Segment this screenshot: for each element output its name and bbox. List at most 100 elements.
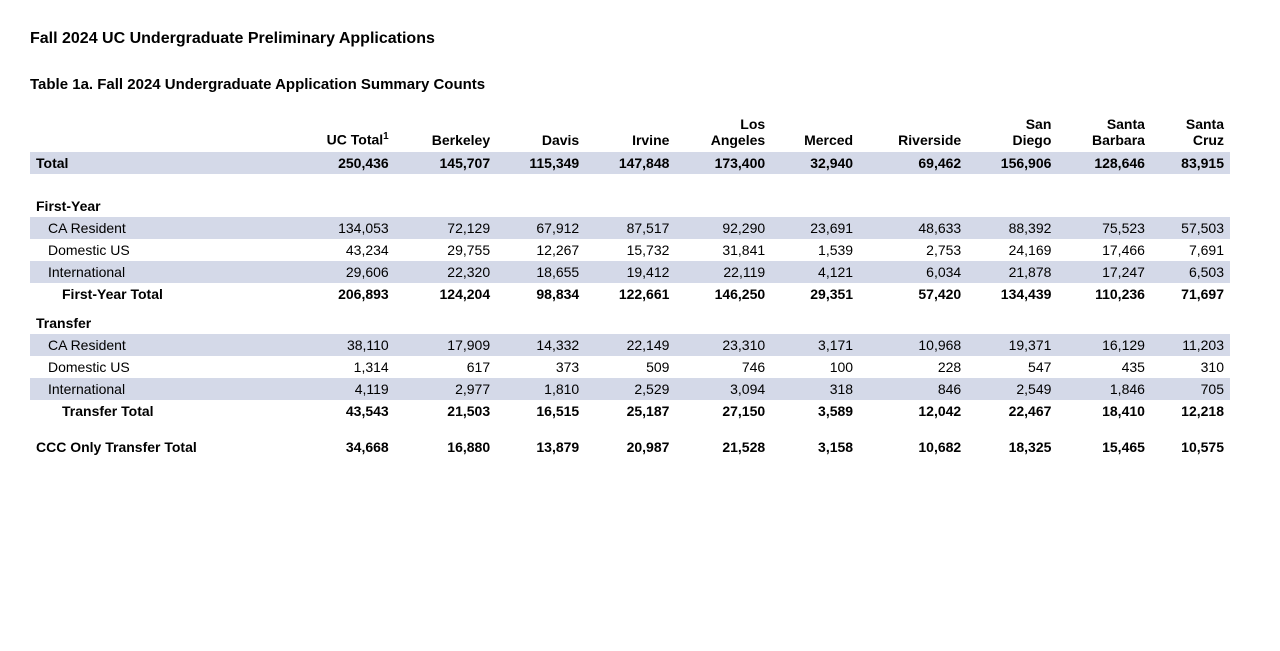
cell: 124,204 xyxy=(395,283,496,305)
cell: 11,203 xyxy=(1151,334,1230,356)
cell: 92,290 xyxy=(675,217,771,239)
col-san-diego: SanDiego xyxy=(967,113,1057,152)
cell: 1,539 xyxy=(771,239,859,261)
cell: 147,848 xyxy=(585,152,675,174)
cell: 373 xyxy=(496,356,585,378)
cell: 88,392 xyxy=(967,217,1057,239)
row-fy-dom: Domestic US 43,234 29,755 12,267 15,732 … xyxy=(30,239,1230,261)
cell: 16,515 xyxy=(496,400,585,422)
row-tr-total: Transfer Total 43,543 21,503 16,515 25,1… xyxy=(30,400,1230,422)
cell: 228 xyxy=(859,356,967,378)
cell: 206,893 xyxy=(288,283,395,305)
cell: 6,034 xyxy=(859,261,967,283)
col-riverside: Riverside xyxy=(859,113,967,152)
cell: 310 xyxy=(1151,356,1230,378)
cell: 2,753 xyxy=(859,239,967,261)
cell: 67,912 xyxy=(496,217,585,239)
row-fy-ca: CA Resident 134,053 72,129 67,912 87,517… xyxy=(30,217,1230,239)
row-transfer-header: Transfer xyxy=(30,305,1230,334)
cell: 43,543 xyxy=(288,400,395,422)
col-berkeley: Berkeley xyxy=(395,113,496,152)
row-fy-total: First-Year Total 206,893 124,204 98,834 … xyxy=(30,283,1230,305)
cell: 846 xyxy=(859,378,967,400)
cell: 547 xyxy=(967,356,1057,378)
row-total: Total 250,436 145,707 115,349 147,848 17… xyxy=(30,152,1230,174)
cell: 134,053 xyxy=(288,217,395,239)
cell: 7,691 xyxy=(1151,239,1230,261)
footnote-marker: 1 xyxy=(383,131,389,142)
cell: 23,310 xyxy=(675,334,771,356)
cell: 3,589 xyxy=(771,400,859,422)
cell: 17,466 xyxy=(1057,239,1151,261)
cell: 1,810 xyxy=(496,378,585,400)
cell: 23,691 xyxy=(771,217,859,239)
cell: 19,412 xyxy=(585,261,675,283)
cell: 57,420 xyxy=(859,283,967,305)
cell: 100 xyxy=(771,356,859,378)
cell: 15,465 xyxy=(1057,436,1151,458)
cell: 83,915 xyxy=(1151,152,1230,174)
section-label: First-Year xyxy=(30,188,288,217)
col-davis: Davis xyxy=(496,113,585,152)
cell: 173,400 xyxy=(675,152,771,174)
cell: 6,503 xyxy=(1151,261,1230,283)
cell: 617 xyxy=(395,356,496,378)
row-label: CCC Only Transfer Total xyxy=(30,436,288,458)
cell: 18,325 xyxy=(967,436,1057,458)
cell: 43,234 xyxy=(288,239,395,261)
cell: 509 xyxy=(585,356,675,378)
table-title: Table 1a. Fall 2024 Undergraduate Applic… xyxy=(30,76,1250,93)
cell: 12,042 xyxy=(859,400,967,422)
cell: 146,250 xyxy=(675,283,771,305)
cell: 75,523 xyxy=(1057,217,1151,239)
cell: 4,119 xyxy=(288,378,395,400)
row-tr-intl: International 4,119 2,977 1,810 2,529 3,… xyxy=(30,378,1230,400)
row-label: Total xyxy=(30,152,288,174)
row-label: Transfer Total xyxy=(30,400,288,422)
cell: 17,247 xyxy=(1057,261,1151,283)
cell: 16,880 xyxy=(395,436,496,458)
cell: 115,349 xyxy=(496,152,585,174)
row-label: CA Resident xyxy=(30,334,288,356)
row-label: International xyxy=(30,378,288,400)
cell: 122,661 xyxy=(585,283,675,305)
row-first-year-header: First-Year xyxy=(30,188,1230,217)
cell: 21,878 xyxy=(967,261,1057,283)
cell: 29,606 xyxy=(288,261,395,283)
cell: 16,129 xyxy=(1057,334,1151,356)
section-label: Transfer xyxy=(30,305,288,334)
cell: 318 xyxy=(771,378,859,400)
row-ccc-total: CCC Only Transfer Total 34,668 16,880 13… xyxy=(30,436,1230,458)
cell: 13,879 xyxy=(496,436,585,458)
cell: 4,121 xyxy=(771,261,859,283)
row-label: CA Resident xyxy=(30,217,288,239)
cell: 746 xyxy=(675,356,771,378)
col-los-angeles: LosAngeles xyxy=(675,113,771,152)
cell: 38,110 xyxy=(288,334,395,356)
cell: 17,909 xyxy=(395,334,496,356)
cell: 15,732 xyxy=(585,239,675,261)
cell: 19,371 xyxy=(967,334,1057,356)
col-irvine: Irvine xyxy=(585,113,675,152)
page-title: Fall 2024 UC Undergraduate Preliminary A… xyxy=(30,30,1250,48)
cell: 22,149 xyxy=(585,334,675,356)
cell: 57,503 xyxy=(1151,217,1230,239)
header-blank xyxy=(30,113,288,152)
cell: 71,697 xyxy=(1151,283,1230,305)
row-label: Domestic US xyxy=(30,239,288,261)
cell: 10,682 xyxy=(859,436,967,458)
cell: 29,351 xyxy=(771,283,859,305)
col-uc-total: UC Total1 xyxy=(288,113,395,152)
cell: 27,150 xyxy=(675,400,771,422)
cell: 14,332 xyxy=(496,334,585,356)
cell: 22,320 xyxy=(395,261,496,283)
cell: 12,218 xyxy=(1151,400,1230,422)
col-merced: Merced xyxy=(771,113,859,152)
cell: 10,575 xyxy=(1151,436,1230,458)
cell: 110,236 xyxy=(1057,283,1151,305)
cell: 24,169 xyxy=(967,239,1057,261)
row-label: First-Year Total xyxy=(30,283,288,305)
cell: 1,314 xyxy=(288,356,395,378)
cell: 20,987 xyxy=(585,436,675,458)
cell: 22,119 xyxy=(675,261,771,283)
